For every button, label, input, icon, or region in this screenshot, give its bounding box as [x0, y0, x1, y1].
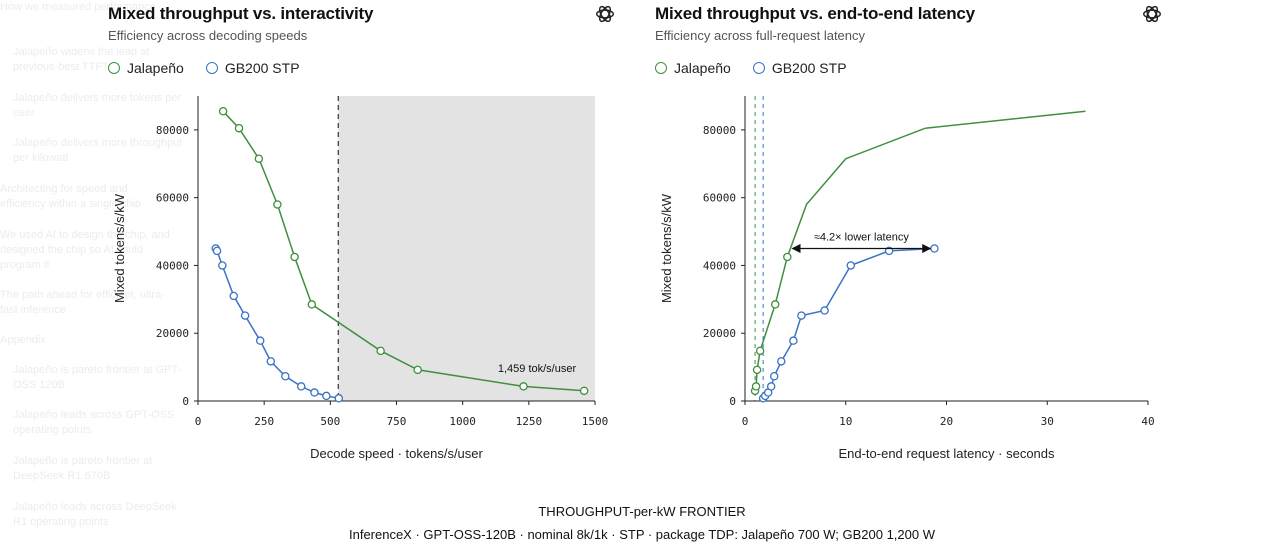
- y-tick-label: 20000: [156, 327, 189, 340]
- x-tick-label: 10: [839, 415, 852, 428]
- x-tick-label: 750: [387, 415, 407, 428]
- annotation-label: 1,459 tok/s/user: [498, 363, 577, 375]
- y-axis-label: Mixed tokens/s/kW: [112, 193, 127, 303]
- annotation-label: ≈4.2× lower latency: [814, 232, 910, 244]
- data-point: [519, 382, 528, 391]
- x-axis-label: Decode speed · tokens/s/user: [310, 446, 483, 461]
- x-tick-label: 1250: [516, 415, 543, 428]
- data-point: [752, 365, 762, 375]
- data-point: [218, 107, 228, 116]
- y-tick-label: 40000: [156, 259, 189, 272]
- data-point: [820, 306, 829, 315]
- legend-label-gb200: GB200 STP: [224, 60, 300, 76]
- data-point: [240, 311, 250, 320]
- data-point: [755, 346, 765, 356]
- legend-label-jalapeno: Jalapeño: [674, 60, 731, 76]
- data-point: [766, 382, 776, 391]
- data-point: [777, 357, 786, 366]
- sidebar-item[interactable]: Appendix: [0, 334, 46, 346]
- sidebar-item[interactable]: How we measured performance: [0, 1, 156, 13]
- data-point: [751, 382, 761, 391]
- series-line: [222, 110, 585, 392]
- openai-logo-icon: [1141, 3, 1163, 25]
- y-tick-label: 40000: [703, 259, 736, 272]
- sidebar-item[interactable]: Jalapeño delivers more tokens per user: [13, 92, 182, 119]
- data-point: [322, 391, 331, 401]
- data-point: [770, 300, 780, 309]
- x-tick-label: 1000: [449, 415, 476, 428]
- data-point: [273, 200, 282, 209]
- y-tick-label: 0: [182, 395, 189, 408]
- data-point: [212, 246, 222, 256]
- data-point: [846, 261, 856, 270]
- series-line: [754, 110, 1086, 391]
- data-point: [334, 394, 344, 403]
- y-tick-label: 60000: [156, 192, 189, 205]
- legend-label-jalapeno: Jalapeño: [127, 60, 184, 76]
- x-axis-label: End-to-end request latency · seconds: [838, 446, 1055, 461]
- x-tick-label: 0: [742, 415, 749, 428]
- sidebar-item[interactable]: Jalapeño leads across DeepSeek R1 operat…: [13, 501, 177, 528]
- data-point: [281, 372, 290, 381]
- data-point: [218, 261, 227, 270]
- chart2-legend: Jalapeño GB200 STP: [655, 60, 847, 76]
- legend-marker-jalapeno: [108, 62, 120, 74]
- openai-logo-icon: [594, 3, 616, 25]
- chart1-plot: 0 250 500 750 1000 1250 1500 0 20000 40000 60000 80…: [112, 96, 609, 461]
- x-tick-label: 40: [1141, 415, 1154, 428]
- x-tick-label: 500: [320, 415, 340, 428]
- x-tick-label: 250: [254, 415, 274, 428]
- chart2-plot: 0 10 20 30 40 0 20000 40000 60000 80000 End-to-end…: [659, 96, 1155, 461]
- data-point: [234, 123, 244, 133]
- sidebar-toc: How we measured performance Jalapeño wide…: [0, 0, 190, 548]
- data-point: [255, 336, 265, 345]
- data-point: [783, 252, 792, 262]
- series-line: [762, 247, 935, 399]
- sidebar-item[interactable]: Jalapeño widens the lead at previous-bes…: [13, 46, 150, 73]
- y-axis-label: Mixed tokens/s/kW: [659, 193, 674, 303]
- y-tick-label: 80000: [703, 124, 736, 137]
- data-point: [254, 154, 264, 163]
- chart1-legend: Jalapeño GB200 STP: [108, 60, 300, 76]
- sidebar-item[interactable]: The path ahead for efficient, ultra-fast…: [0, 289, 165, 316]
- data-point: [266, 357, 276, 366]
- footer-caption: InferenceX · GPT-OSS-120B · nominal 8k/1…: [348, 527, 935, 542]
- data-point: [769, 372, 779, 381]
- y-tick-label: 0: [729, 395, 736, 408]
- footer-title: THROUGHPUT-per-kW FRONTIER: [538, 504, 746, 519]
- legend-marker-gb200: [752, 62, 765, 74]
- legend-label-gb200: GB200 STP: [771, 60, 847, 76]
- data-point: [296, 382, 306, 391]
- y-tick-label: 60000: [703, 192, 736, 205]
- sidebar-item[interactable]: Jalapeño is pareto frontier at DeepSeek …: [13, 455, 153, 482]
- data-point: [797, 311, 806, 320]
- x-tick-label: 0: [195, 415, 202, 428]
- data-point: [579, 386, 589, 396]
- data-point: [376, 346, 385, 356]
- x-tick-label: 1500: [582, 415, 609, 428]
- sidebar-item[interactable]: Jalapeño leads across GPT-OSS operating …: [13, 409, 175, 436]
- data-point: [310, 388, 319, 397]
- chart1-title: Mixed throughput vs. interactivity: [108, 4, 374, 23]
- data-point: [789, 336, 798, 345]
- data-point: [307, 300, 317, 309]
- chart2-title: Mixed throughput vs. end-to-end latency: [655, 4, 975, 23]
- y-tick-label: 20000: [703, 327, 736, 340]
- data-point: [413, 365, 422, 375]
- sidebar-item[interactable]: Architecting for speed and efficiency wi…: [0, 183, 142, 210]
- data-point: [229, 291, 238, 301]
- legend-marker-jalapeno: [655, 62, 667, 74]
- chart2-subtitle: Efficiency across full-request latency: [655, 28, 866, 43]
- data-point: [290, 252, 299, 262]
- sidebar-item[interactable]: Jalapeño delivers more throughput per ki…: [13, 137, 183, 164]
- sidebar-item[interactable]: We used AI to design the chip, and desig…: [0, 229, 170, 271]
- data-point: [930, 244, 939, 253]
- sidebar-item[interactable]: Jalapeño is pareto frontier at GPT-OSS 1…: [13, 364, 182, 391]
- chart1-subtitle: Efficiency across decoding speeds: [108, 28, 308, 43]
- y-tick-label: 80000: [156, 124, 189, 137]
- x-tick-label: 30: [1041, 415, 1054, 428]
- x-tick-label: 20: [940, 415, 953, 428]
- legend-marker-gb200: [205, 62, 218, 74]
